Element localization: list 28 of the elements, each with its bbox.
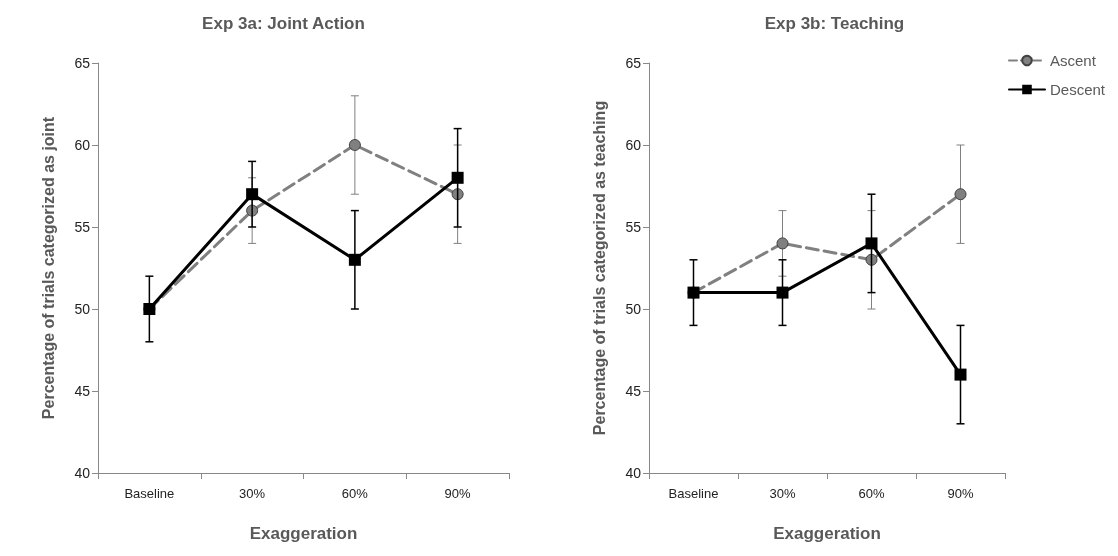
y-tick-label: 65 (625, 55, 642, 71)
x-tick-label: 60% (341, 486, 369, 501)
y-tick-label: 50 (74, 301, 91, 317)
y-tick-label: 40 (625, 465, 642, 481)
x-axis-title: Exaggeration (249, 524, 358, 543)
x-axis-title: Exaggeration (773, 524, 881, 543)
y-axis-title: Percentage of trials categorized as teaching (590, 100, 608, 436)
y-tick-label: 55 (625, 219, 642, 235)
y-tick-label: 45 (625, 383, 642, 399)
y-tick-label: 50 (625, 301, 642, 317)
x-tick-label: 60% (858, 486, 885, 501)
x-tick-label: 30% (769, 486, 796, 501)
y-tick-label: 45 (74, 383, 91, 399)
x-tick-label: 90% (444, 486, 472, 501)
y-tick-label: 60 (74, 137, 91, 153)
y-tick-label: 40 (74, 465, 91, 481)
y-tick-label: 55 (74, 219, 91, 235)
x-tick-label: 30% (239, 486, 266, 501)
x-tick-label: Baseline (124, 486, 175, 501)
chart-title: Exp 3a: Joint Action (202, 14, 365, 33)
y-tick-label: 65 (74, 55, 91, 71)
y-axis-title: Percentage of trials categorized as joint (39, 116, 57, 420)
x-tick-label: 90% (947, 486, 974, 501)
x-tick-label: Baseline (668, 486, 719, 501)
legend-label: Ascent (1049, 52, 1097, 69)
legend-label: Descent (1049, 81, 1106, 98)
chart-title: Exp 3b: Teaching (764, 14, 905, 33)
y-tick-label: 60 (625, 137, 642, 153)
